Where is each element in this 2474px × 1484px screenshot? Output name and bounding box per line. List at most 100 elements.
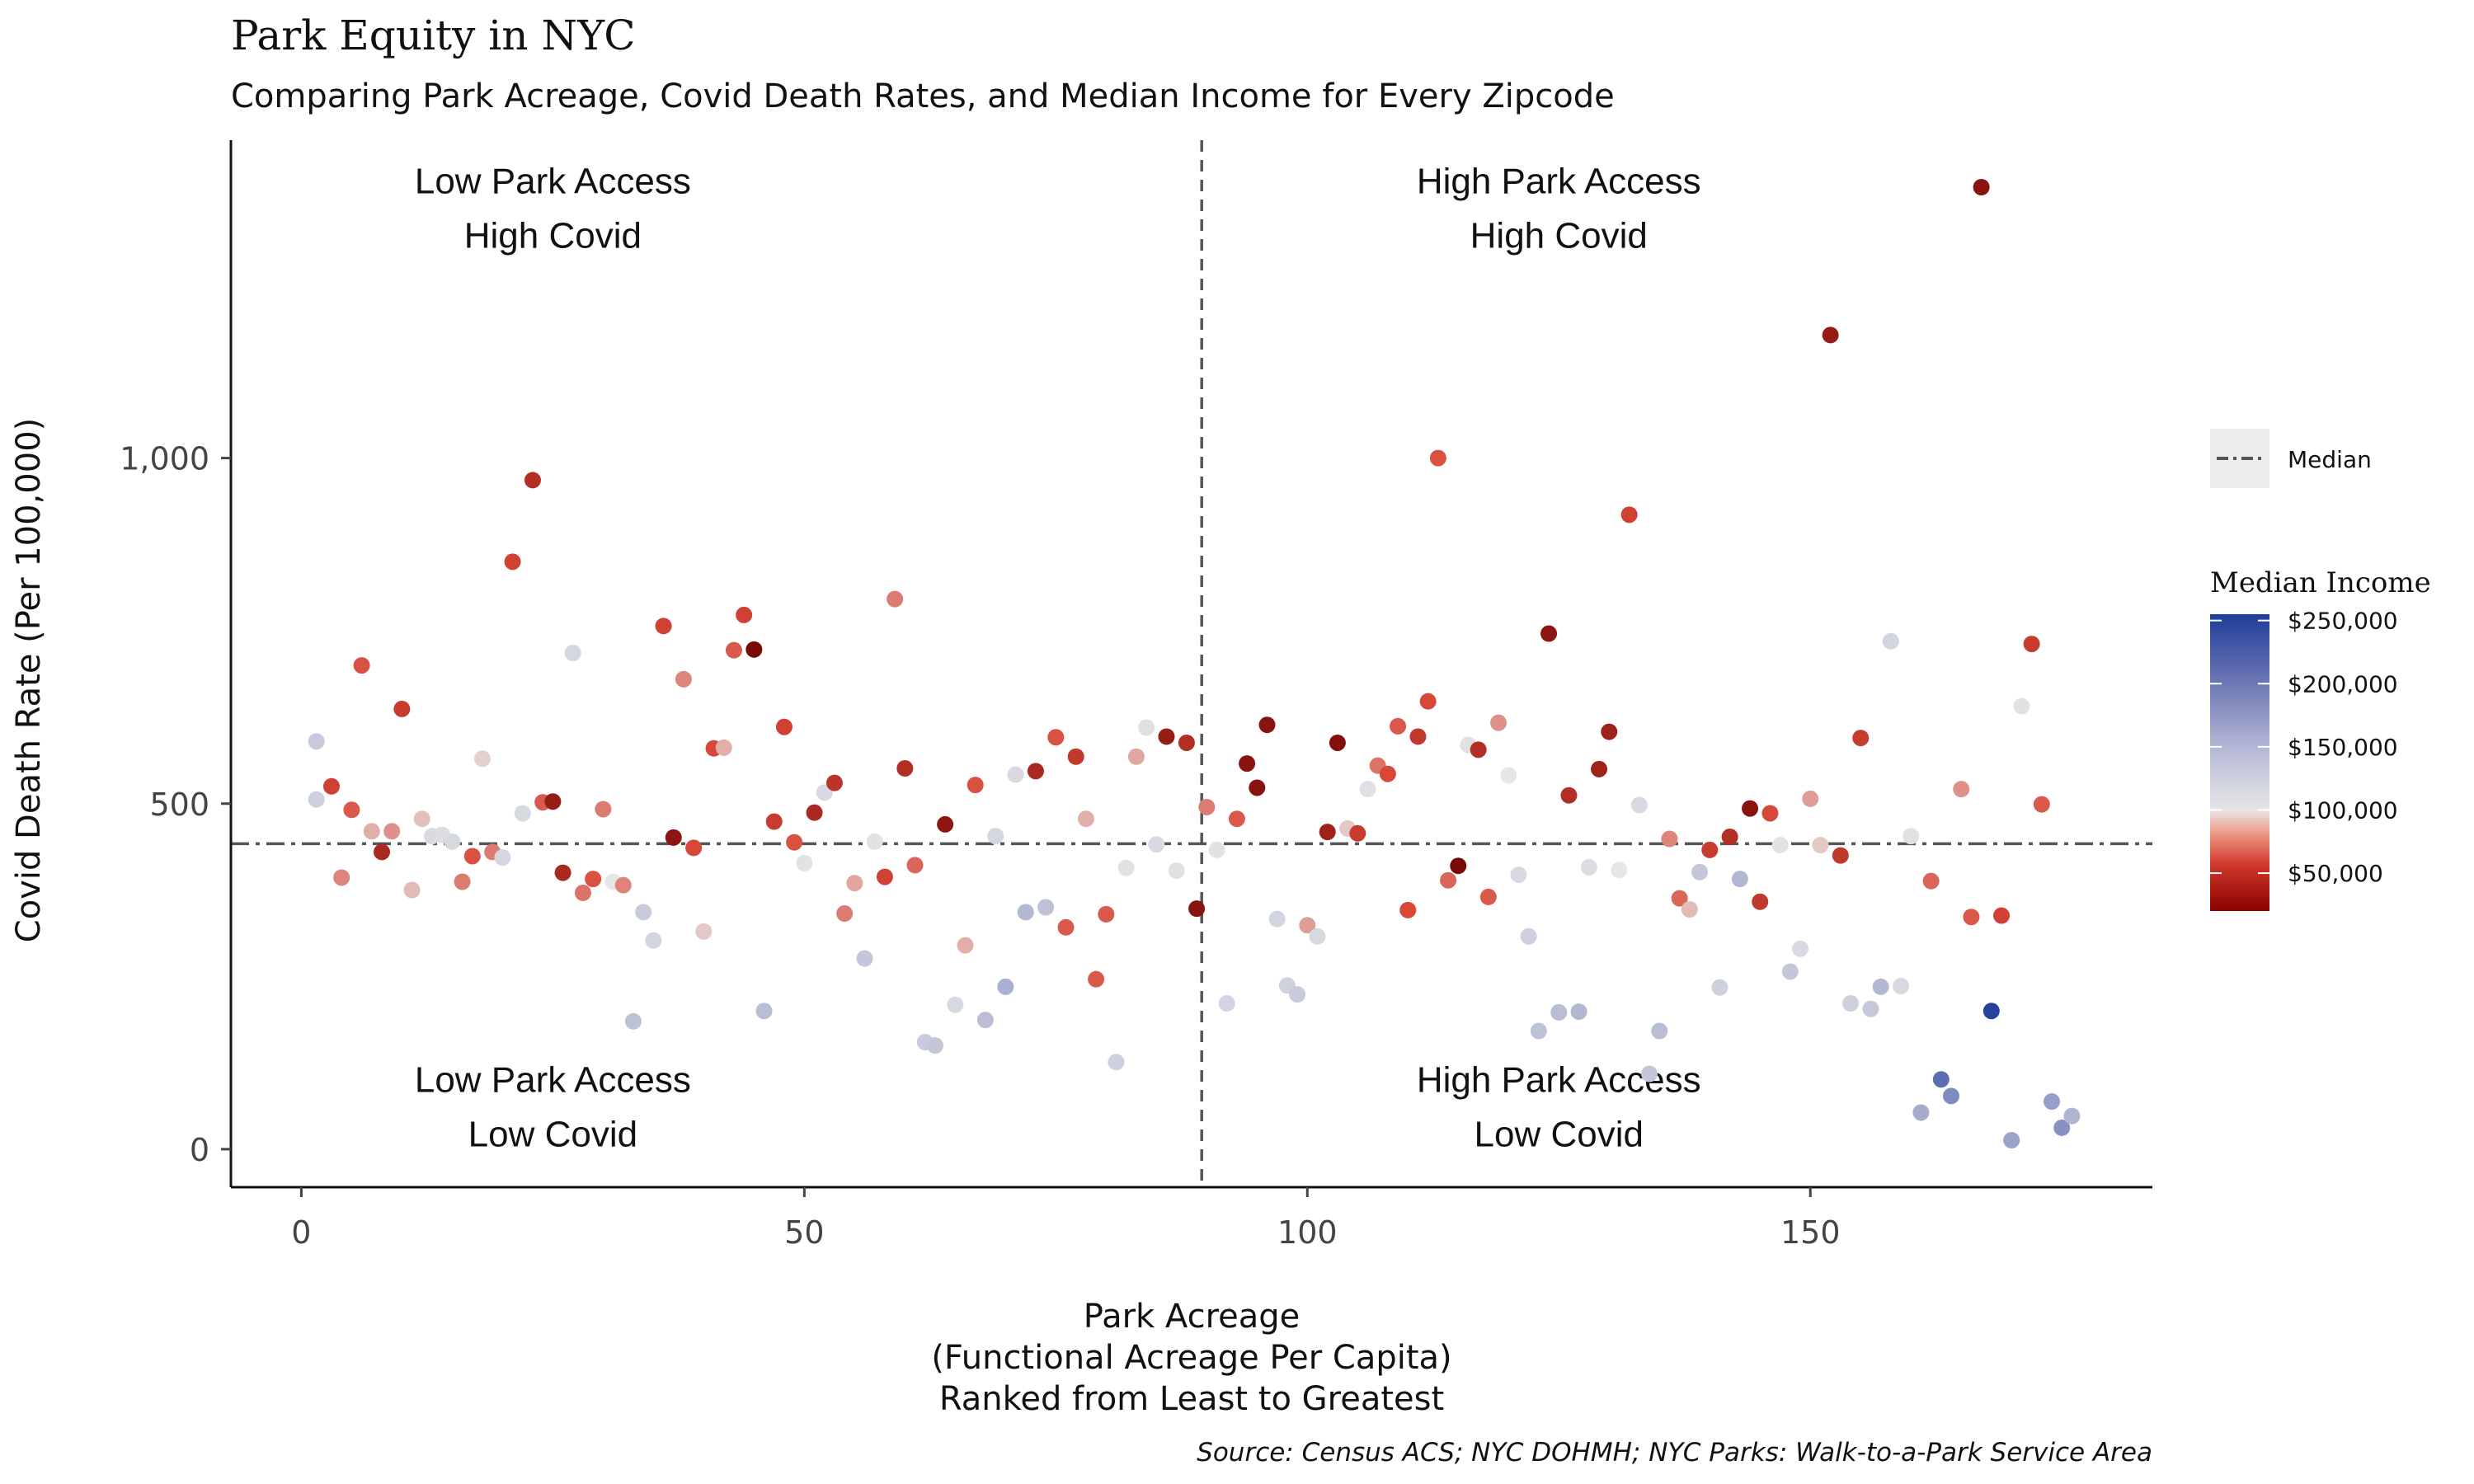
data-point-113 <box>1429 449 1446 467</box>
data-point-108 <box>1379 765 1396 782</box>
data-point-12 <box>413 810 430 828</box>
data-point-84 <box>1138 719 1155 736</box>
data-point-18 <box>473 750 491 768</box>
linetype-legend: Median <box>2210 429 2372 488</box>
data-point-141 <box>1711 979 1729 996</box>
quadrant-label-2-line-1: High Park Access <box>1417 162 1701 202</box>
data-point-86 <box>1158 728 1175 745</box>
data-point-80 <box>1098 905 1115 923</box>
color-legend-bar <box>2210 614 2269 911</box>
data-point-38 <box>675 670 692 688</box>
data-point-5 <box>343 801 360 819</box>
data-point-131 <box>1611 862 1628 879</box>
data-point-37 <box>665 829 682 846</box>
quadrant-labels: Low Park Access High Covid High Park Acces… <box>415 162 1701 1155</box>
y-tick-label-2: 500 <box>149 787 209 823</box>
data-point-81 <box>1108 1054 1125 1071</box>
data-point-4 <box>333 869 350 886</box>
x-axis-title-line-2: (Functional Acreage Per Capita) <box>931 1339 1451 1377</box>
data-point-59 <box>887 590 904 608</box>
data-point-78 <box>1077 810 1094 828</box>
data-point-83 <box>1127 748 1145 765</box>
data-point-36 <box>655 618 672 635</box>
data-point-96 <box>1258 716 1276 734</box>
data-point-82 <box>1117 859 1135 876</box>
data-point-165 <box>1953 781 1970 798</box>
data-point-128 <box>1580 858 1597 876</box>
data-point-43 <box>725 641 742 659</box>
data-point-71 <box>1007 766 1024 783</box>
x-tick-label-1: 0 <box>291 1214 311 1251</box>
data-point-25 <box>544 793 562 810</box>
data-point-114 <box>1440 871 1457 889</box>
data-point-139 <box>1691 863 1709 881</box>
x-tick-label-2: 50 <box>784 1214 824 1251</box>
data-point-29 <box>585 871 602 888</box>
data-point-68 <box>976 1012 994 1029</box>
data-point-66 <box>957 937 974 954</box>
color-legend-title: Median Income <box>2210 566 2431 599</box>
data-point-112 <box>1419 693 1437 710</box>
data-point-54 <box>836 905 854 923</box>
data-point-63 <box>926 1037 943 1054</box>
color-legend: Median Income $250,000 $200,000 $150,000 $1… <box>2210 566 2431 911</box>
chart-subtitle: Comparing Park Acreage, Covid Death Rate… <box>231 77 1615 115</box>
data-point-35 <box>645 932 662 949</box>
linetype-legend-label: Median <box>2288 446 2372 473</box>
color-tick-label-5: $50,000 <box>2288 860 2383 887</box>
data-point-132 <box>1620 506 1638 524</box>
data-point-133 <box>1630 796 1648 814</box>
data-point-11 <box>403 881 421 899</box>
data-point-155 <box>1852 730 1870 747</box>
median-lines <box>231 140 2152 1187</box>
data-point-34 <box>635 904 652 921</box>
data-point-111 <box>1409 728 1427 745</box>
data-point-121 <box>1510 866 1527 884</box>
data-point-56 <box>856 950 873 967</box>
quadrant-label-4-line-1: High Park Access <box>1417 1059 1701 1100</box>
data-point-55 <box>846 875 863 892</box>
quadrant-label-1-line-1: Low Park Access <box>415 162 691 202</box>
data-point-48 <box>775 718 793 735</box>
data-point-102 <box>1319 824 1336 841</box>
chart-title: Park Equity in NYC <box>231 12 635 59</box>
data-point-154 <box>1842 995 1860 1012</box>
data-point-94 <box>1239 755 1256 773</box>
data-point-110 <box>1399 901 1417 918</box>
x-axis-title-line-1: Park Acreage <box>1084 1298 1300 1336</box>
data-point-127 <box>1570 1003 1587 1021</box>
color-legend-ticks: $250,000 $200,000 $150,000 $100,000 $50,000 <box>2210 608 2398 887</box>
data-point-74 <box>1037 899 1055 916</box>
color-tick-label-4: $100,000 <box>2288 796 2398 824</box>
data-point-99 <box>1289 986 1306 1003</box>
data-point-162 <box>1922 872 1940 890</box>
data-point-72 <box>1017 904 1034 921</box>
source-caption: Source: Census ACS; NYC DOHMH; NYC Parks… <box>1197 1438 2152 1468</box>
data-points <box>308 179 2081 1148</box>
data-point-157 <box>1872 978 1889 995</box>
color-tick-label-3: $150,000 <box>2288 734 2398 761</box>
data-point-135 <box>1651 1022 1668 1040</box>
data-point-70 <box>997 978 1014 995</box>
data-point-153 <box>1832 847 1849 864</box>
data-point-101 <box>1309 928 1326 945</box>
data-point-126 <box>1560 787 1578 804</box>
data-point-15 <box>444 833 461 850</box>
data-point-168 <box>1982 1003 2000 1020</box>
data-point-21 <box>504 553 521 571</box>
data-point-28 <box>574 884 591 901</box>
data-point-147 <box>1771 837 1789 854</box>
data-point-33 <box>624 1012 642 1030</box>
data-point-30 <box>595 801 612 818</box>
data-point-158 <box>1882 632 1899 650</box>
data-point-97 <box>1268 910 1286 928</box>
data-point-8 <box>373 843 390 861</box>
data-point-103 <box>1329 734 1346 751</box>
data-point-150 <box>1802 790 1819 807</box>
data-point-3 <box>322 777 340 795</box>
data-point-156 <box>1862 1000 1879 1017</box>
quadrant-label-4-line-2: Low Covid <box>1475 1114 1644 1154</box>
data-point-45 <box>745 641 763 658</box>
data-point-172 <box>2023 636 2040 653</box>
data-point-143 <box>1731 871 1748 888</box>
